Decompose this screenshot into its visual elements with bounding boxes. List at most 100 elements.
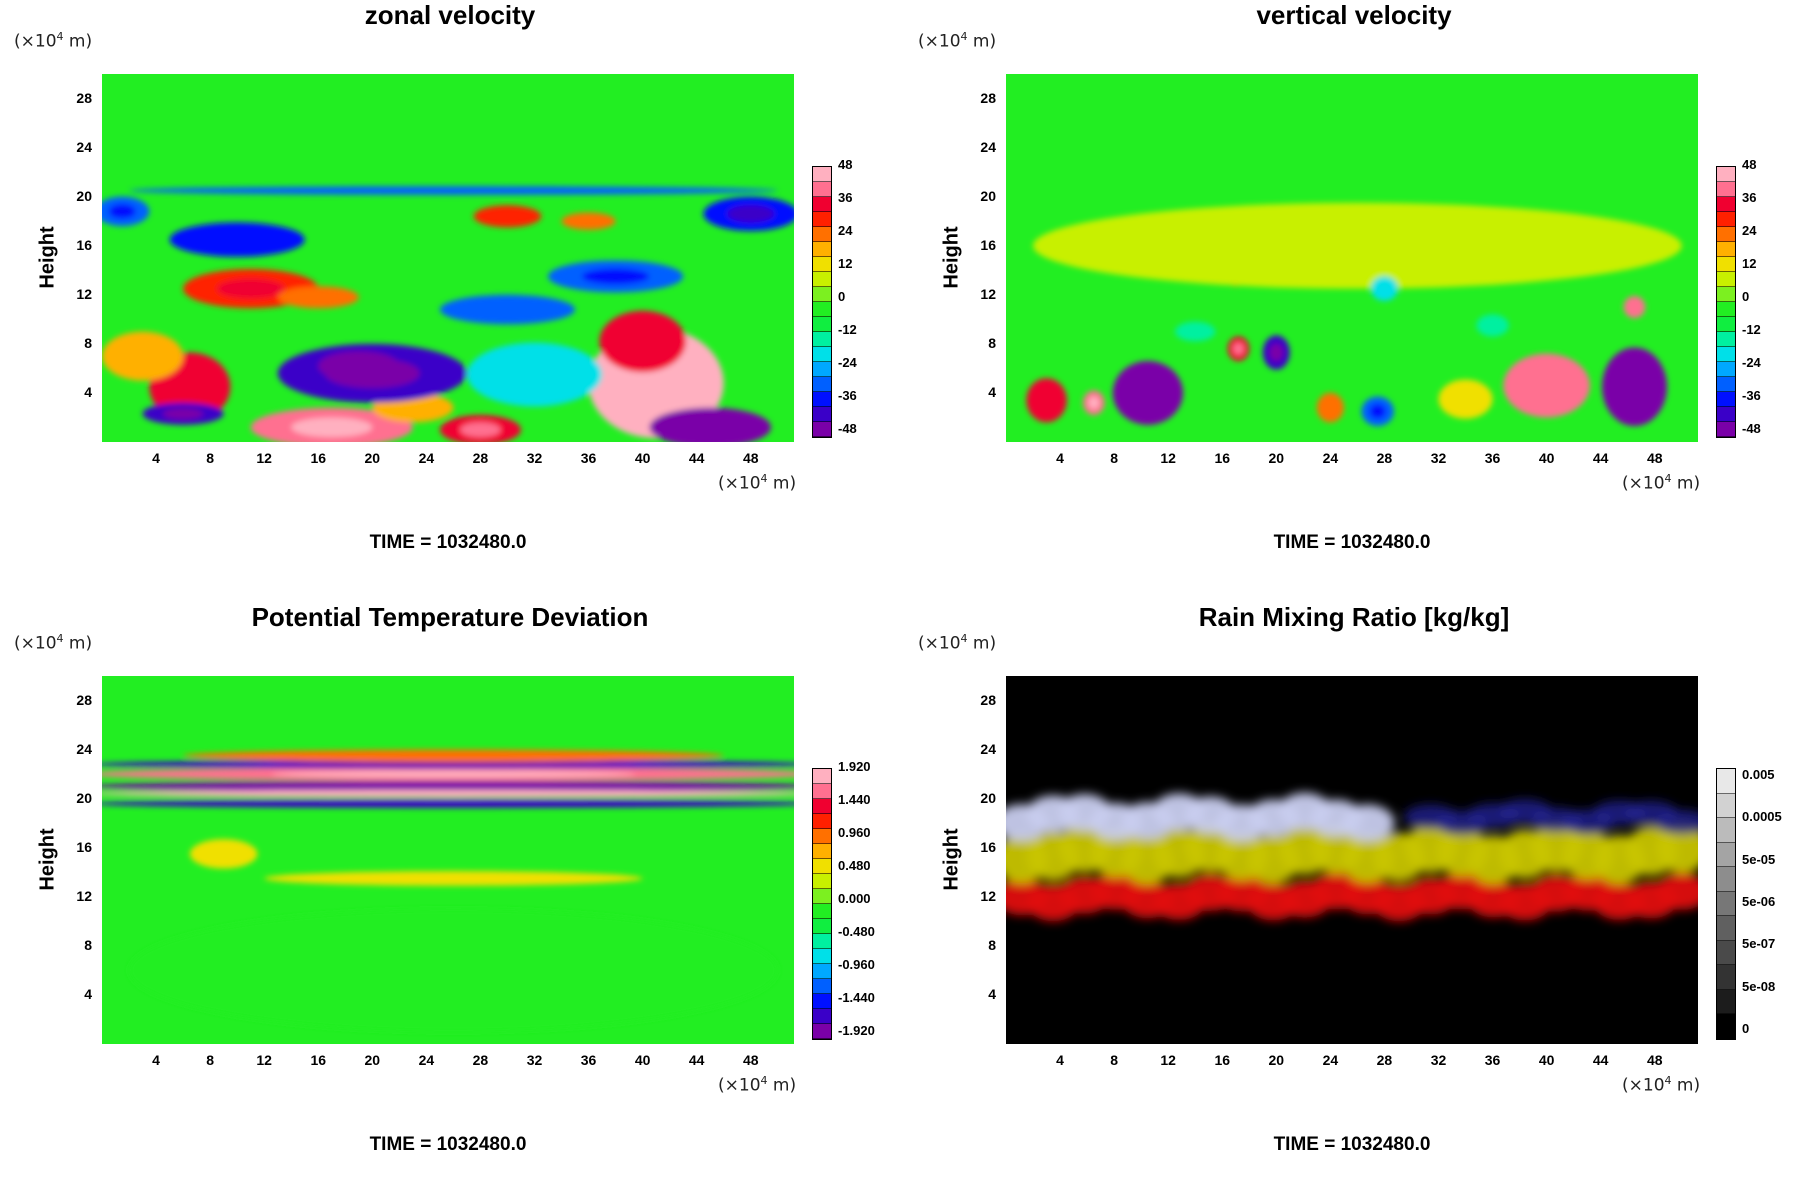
heatmap-svg [1006, 676, 1698, 1044]
field-feature-core [270, 762, 636, 767]
colorbar-tick-label: 0 [838, 289, 846, 304]
y-tick-label: 8 [988, 334, 996, 351]
x-tick-label: 48 [1646, 1052, 1663, 1068]
field-feature-core [270, 770, 636, 778]
field-feature-core [1130, 376, 1166, 409]
field-feature-core [581, 268, 650, 285]
x-tick-label: 44 [1592, 450, 1609, 466]
colorbar-segment [813, 407, 831, 422]
heatmap-svg [102, 676, 794, 1044]
field-feature-core [621, 326, 665, 357]
field-feature [466, 342, 603, 407]
colorbar-segment [1717, 197, 1735, 212]
x-tick-label: 28 [1376, 1052, 1393, 1068]
x-tick-label: 20 [1268, 1052, 1285, 1068]
colorbar-tick-label: -48 [838, 421, 857, 436]
x-tick-label: 44 [688, 450, 705, 466]
field-feature-core [1269, 343, 1284, 362]
x-tick-label: 8 [1110, 1052, 1119, 1068]
colorbar-segment [813, 769, 831, 784]
y-tick-label: 20 [980, 789, 996, 806]
panel-vertical-velocity: vertical velocity (×104 m) Height 4 8 12 16… [904, 0, 1800, 600]
x-tick-label: 16 [310, 1052, 327, 1068]
colorbar-segment [1717, 769, 1735, 794]
colorbar-tick-label: -12 [1742, 322, 1761, 337]
x-tick-label: 20 [364, 450, 381, 466]
x-tick-label: 8 [1110, 450, 1119, 466]
x-unit-label: (×104 m) [1622, 472, 1701, 494]
y-unit-label: (×104 m) [918, 632, 997, 654]
field-feature-core [270, 791, 636, 796]
colorbar [1716, 166, 1736, 438]
x-tick-label: 44 [688, 1052, 705, 1068]
colorbar-tick-label: -24 [838, 355, 857, 370]
colorbar-segment [1717, 916, 1735, 941]
y-tick-label: 12 [76, 285, 92, 302]
colorbar-segment [813, 844, 831, 859]
colorbar-segment [1717, 842, 1735, 868]
colorbar-segment [813, 377, 831, 392]
colorbar-segment [1717, 891, 1735, 917]
field-feature-core [270, 783, 636, 790]
y-tick-label: 4 [988, 383, 996, 400]
x-tick-label: 16 [1214, 1052, 1231, 1068]
chart-title: Rain Mixing Ratio [kg/kg] [1198, 602, 1510, 632]
colorbar-segment [813, 347, 831, 362]
colorbar-segment [813, 934, 831, 949]
field-feature-core [270, 801, 636, 806]
time-label: TIME = 1032480.0 [1273, 532, 1431, 553]
heatmap-plot [102, 676, 794, 1044]
y-tick-label: 12 [980, 887, 996, 904]
y-tick-label: 4 [84, 383, 92, 400]
y-tick-label: 24 [980, 740, 996, 757]
x-tick-label: 16 [310, 450, 327, 466]
time-label: TIME = 1032480.0 [1273, 1134, 1431, 1155]
colorbar-segment [813, 167, 831, 182]
colorbar-segment [1717, 227, 1735, 242]
rain-layer-yellow [1655, 824, 1698, 874]
chart-title: vertical velocity [1256, 0, 1452, 30]
field-feature [1033, 202, 1682, 289]
field-feature [473, 205, 542, 228]
colorbar-segment [1717, 302, 1735, 317]
field-feature-core [679, 417, 741, 438]
colorbar-tick-label: 5e-08 [1742, 978, 1776, 994]
x-tick-label: 24 [418, 1052, 435, 1068]
y-tick-label: 20 [980, 187, 996, 204]
x-tick-label: 4 [152, 1052, 160, 1068]
colorbar-segment [813, 272, 831, 287]
colorbar-segment [1717, 167, 1735, 182]
x-tick-label: 24 [1322, 450, 1339, 466]
field-feature-core [1036, 389, 1057, 412]
colorbar-segment [1717, 867, 1735, 892]
colorbar-segment [813, 799, 831, 814]
y-tick-label: 8 [988, 936, 996, 953]
field-feature-core [1629, 301, 1640, 313]
x-tick-label: 32 [1430, 1052, 1447, 1068]
x-tick-label: 4 [1056, 450, 1064, 466]
field-feature [1476, 314, 1509, 337]
colorbar-tick-label: -0.480 [838, 924, 875, 939]
colorbar-tick-label: 24 [838, 223, 853, 238]
colorbar-segment [813, 874, 831, 889]
colorbar-segment [813, 362, 831, 377]
colorbar-segment [813, 332, 831, 347]
colorbar-segment [1717, 965, 1735, 990]
y-tick-label: 16 [980, 236, 996, 253]
colorbar-segment [813, 829, 831, 844]
field-feature [102, 331, 184, 381]
colorbar-segment [813, 994, 831, 1009]
colorbar-segment [1717, 392, 1735, 407]
colorbar-tick-label: 0.480 [838, 858, 871, 873]
colorbar [1716, 768, 1736, 1040]
colorbar-tick-label: 0.005 [1742, 767, 1775, 782]
colorbar-tick-label: 0 [1742, 289, 1750, 304]
x-tick-label: 36 [1484, 450, 1501, 466]
colorbar-segment [1717, 1014, 1735, 1039]
rain-layer-red [1655, 872, 1698, 910]
y-tick-label: 28 [76, 89, 92, 106]
x-tick-label: 4 [1056, 1052, 1064, 1068]
x-unit-label: (×104 m) [718, 472, 797, 494]
x-tick-label: 4 [152, 450, 160, 466]
field-feature [277, 286, 359, 309]
